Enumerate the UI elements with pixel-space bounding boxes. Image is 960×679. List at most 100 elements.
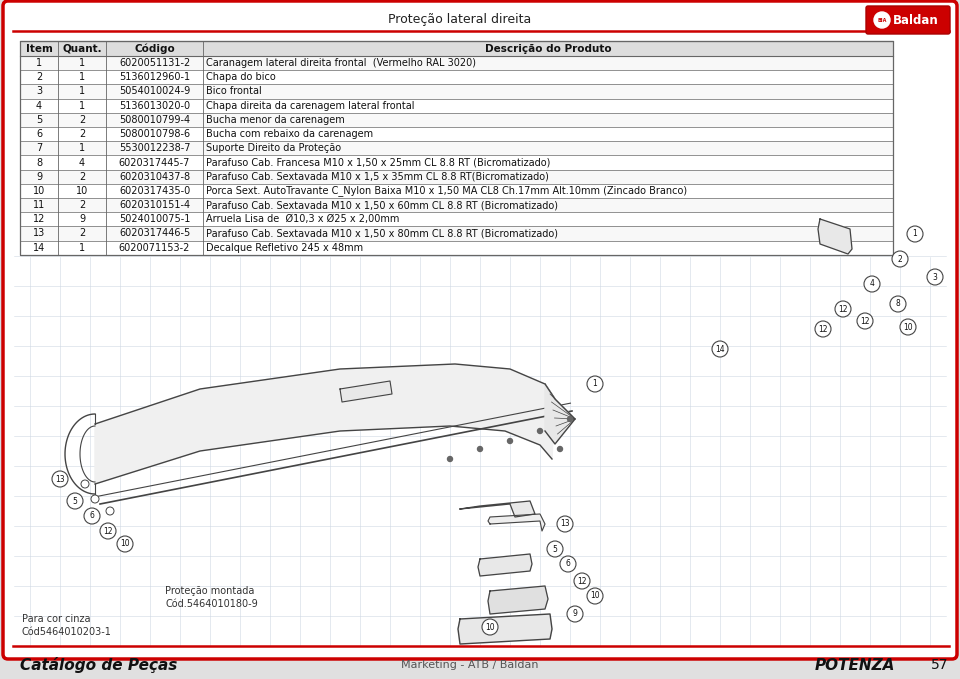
Text: Proteção montada: Proteção montada — [165, 586, 254, 596]
Text: 1: 1 — [79, 58, 85, 68]
Text: Bucha menor da carenagem: Bucha menor da carenagem — [206, 115, 345, 125]
Text: 14: 14 — [33, 242, 45, 253]
Bar — [20, 41, 893, 255]
Text: Decalque Refletivo 245 x 48mm: Decalque Refletivo 245 x 48mm — [206, 242, 363, 253]
Text: Bucha com rebaixo da carenagem: Bucha com rebaixo da carenagem — [206, 129, 373, 139]
Text: Descrição do Produto: Descrição do Produto — [485, 43, 612, 54]
Text: 10: 10 — [76, 186, 88, 196]
Text: 6020310151-4: 6020310151-4 — [119, 200, 190, 210]
Text: Catálogo de Peças: Catálogo de Peças — [20, 657, 178, 673]
Text: 13: 13 — [561, 519, 570, 528]
Polygon shape — [488, 514, 545, 531]
Circle shape — [447, 456, 452, 462]
Text: Proteção lateral direita: Proteção lateral direita — [389, 14, 532, 26]
Text: 2: 2 — [79, 115, 85, 125]
Text: 9: 9 — [36, 172, 42, 182]
Text: 10: 10 — [590, 591, 600, 600]
Bar — [20, 98, 893, 113]
Circle shape — [100, 523, 116, 539]
Text: 6020051131-2: 6020051131-2 — [119, 58, 190, 68]
Circle shape — [712, 341, 728, 357]
Text: 5080010799-4: 5080010799-4 — [119, 115, 190, 125]
Text: 5: 5 — [36, 115, 42, 125]
Circle shape — [835, 301, 851, 317]
Circle shape — [587, 588, 603, 604]
Text: 5: 5 — [73, 496, 78, 505]
Polygon shape — [488, 586, 548, 614]
Text: Porca Sext. AutoTravante C_Nylon Baixa M10 x 1,50 MA CL8 Ch.17mm Alt.10mm (Zinca: Porca Sext. AutoTravante C_Nylon Baixa M… — [206, 185, 687, 196]
Text: Parafuso Cab. Sextavada M10 x 1,5 x 35mm CL 8.8 RT(Bicromatizado): Parafuso Cab. Sextavada M10 x 1,5 x 35mm… — [206, 172, 549, 182]
Text: 2: 2 — [79, 129, 85, 139]
Text: 12: 12 — [818, 325, 828, 333]
Circle shape — [892, 251, 908, 267]
Text: Código: Código — [134, 43, 175, 54]
Circle shape — [482, 619, 498, 635]
Bar — [20, 127, 893, 141]
Bar — [20, 170, 893, 184]
Text: 2: 2 — [898, 255, 902, 263]
Text: 7: 7 — [36, 143, 42, 153]
Circle shape — [117, 536, 133, 552]
Text: 1: 1 — [36, 58, 42, 68]
Text: 8: 8 — [36, 158, 42, 168]
Text: 2: 2 — [79, 229, 85, 238]
Text: Bico frontal: Bico frontal — [206, 86, 262, 96]
Circle shape — [574, 573, 590, 589]
Text: 12: 12 — [577, 576, 587, 585]
Circle shape — [67, 493, 83, 509]
Text: 12: 12 — [104, 526, 112, 536]
Polygon shape — [818, 219, 852, 254]
Circle shape — [890, 296, 906, 312]
Text: 6020317446-5: 6020317446-5 — [119, 229, 190, 238]
Text: 4: 4 — [36, 100, 42, 111]
Text: 5: 5 — [553, 545, 558, 553]
Circle shape — [874, 12, 890, 28]
Bar — [20, 70, 893, 84]
Text: 12: 12 — [860, 316, 870, 325]
Circle shape — [567, 606, 583, 622]
Text: Marketing - ATB / Baldan: Marketing - ATB / Baldan — [401, 660, 539, 670]
Text: Cód5464010203-1: Cód5464010203-1 — [22, 627, 112, 637]
Text: 14: 14 — [715, 344, 725, 354]
Circle shape — [567, 416, 572, 422]
Text: 1: 1 — [913, 230, 918, 238]
Text: Item: Item — [26, 43, 53, 54]
Bar — [20, 240, 893, 255]
Bar — [20, 41, 893, 56]
Text: 10: 10 — [485, 623, 494, 631]
Text: 10: 10 — [903, 323, 913, 331]
Text: Parafuso Cab. Sextavada M10 x 1,50 x 80mm CL 8.8 RT (Bicromatizado): Parafuso Cab. Sextavada M10 x 1,50 x 80m… — [206, 229, 558, 238]
Circle shape — [547, 541, 563, 557]
Circle shape — [815, 321, 831, 337]
Text: 1: 1 — [79, 242, 85, 253]
Bar — [20, 213, 893, 226]
Circle shape — [587, 376, 603, 392]
Text: BIA: BIA — [877, 18, 887, 22]
Text: 5136012960-1: 5136012960-1 — [119, 72, 190, 82]
Text: 13: 13 — [55, 475, 65, 483]
Text: 9: 9 — [572, 610, 577, 619]
Polygon shape — [458, 614, 552, 644]
Text: 2: 2 — [79, 200, 85, 210]
Circle shape — [927, 269, 943, 285]
Text: 10: 10 — [120, 540, 130, 549]
Text: 5530012238-7: 5530012238-7 — [119, 143, 190, 153]
Text: 3: 3 — [932, 272, 937, 282]
Bar — [20, 113, 893, 127]
Circle shape — [106, 507, 114, 515]
Text: Parafuso Cab. Sextavada M10 x 1,50 x 60mm CL 8.8 RT (Bicromatizado): Parafuso Cab. Sextavada M10 x 1,50 x 60m… — [206, 200, 558, 210]
Polygon shape — [460, 501, 535, 517]
Text: 6020310437-8: 6020310437-8 — [119, 172, 190, 182]
Text: 1: 1 — [79, 72, 85, 82]
Text: 57: 57 — [931, 658, 948, 672]
Text: 1: 1 — [592, 380, 597, 388]
Bar — [20, 155, 893, 170]
Text: POTENZA: POTENZA — [815, 657, 895, 672]
Circle shape — [538, 428, 542, 433]
Circle shape — [557, 516, 573, 532]
Bar — [20, 198, 893, 213]
Text: 4: 4 — [870, 280, 875, 289]
Text: 6: 6 — [36, 129, 42, 139]
Circle shape — [857, 313, 873, 329]
Text: 13: 13 — [33, 229, 45, 238]
